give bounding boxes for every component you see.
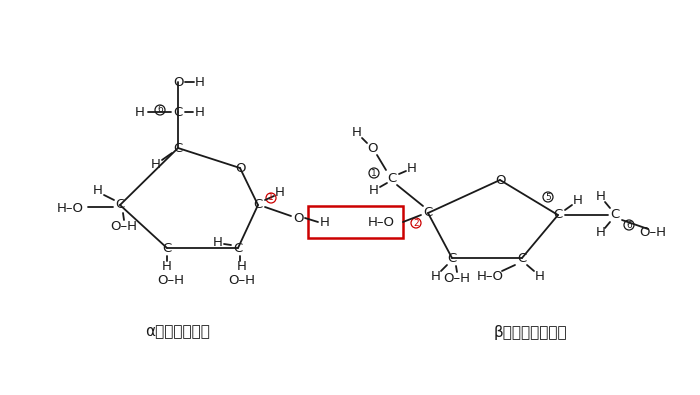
Text: O–H: O–H	[228, 273, 256, 286]
Text: 1: 1	[371, 169, 377, 177]
Text: H: H	[213, 237, 223, 250]
Bar	[308, 206, 403, 238]
Text: C: C	[424, 207, 433, 220]
Text: O–H: O–H	[640, 226, 666, 239]
Text: H: H	[535, 269, 545, 282]
Text: H–O: H–O	[477, 269, 503, 282]
Text: H: H	[151, 158, 161, 171]
Text: C: C	[554, 209, 563, 222]
Text: H: H	[162, 260, 172, 273]
Text: 6: 6	[157, 105, 163, 115]
Text: C: C	[174, 105, 183, 118]
Text: O–H: O–H	[158, 273, 185, 286]
Text: α－グルコース: α－グルコース	[146, 325, 211, 339]
Text: H–O: H–O	[57, 201, 83, 214]
Text: C: C	[174, 141, 183, 154]
Text: O: O	[495, 173, 505, 186]
Text: H: H	[596, 226, 606, 239]
Text: H: H	[195, 75, 205, 88]
Text: O: O	[293, 211, 303, 224]
Text: C: C	[116, 199, 125, 211]
Text: 5: 5	[545, 192, 551, 201]
Text: H: H	[369, 184, 379, 196]
Text: O–H: O–H	[444, 271, 470, 284]
Text: C: C	[162, 241, 172, 254]
Text: H–O: H–O	[368, 216, 395, 228]
Text: O: O	[367, 141, 377, 154]
Text: H: H	[431, 269, 441, 282]
Text: H: H	[596, 190, 606, 203]
Text: C: C	[253, 199, 262, 211]
Text: H: H	[93, 184, 103, 198]
Text: 2: 2	[413, 218, 419, 228]
Text: H: H	[195, 105, 205, 118]
Text: β－フルクトース: β－フルクトース	[494, 325, 567, 339]
Text: C: C	[233, 241, 243, 254]
Text: C: C	[517, 252, 526, 265]
Text: H: H	[320, 216, 330, 228]
Text: C: C	[447, 252, 456, 265]
Text: H: H	[352, 126, 362, 139]
Text: H: H	[237, 260, 247, 273]
Text: H: H	[135, 105, 145, 118]
Text: C: C	[387, 171, 397, 184]
Text: 1: 1	[268, 194, 274, 203]
Text: O: O	[234, 162, 245, 175]
Text: C: C	[610, 209, 620, 222]
Text: O–H: O–H	[111, 220, 137, 233]
Text: H: H	[573, 194, 583, 207]
Text: H: H	[407, 162, 417, 175]
Text: O: O	[173, 75, 183, 88]
Text: H: H	[275, 186, 285, 199]
Text: 6: 6	[626, 220, 632, 229]
